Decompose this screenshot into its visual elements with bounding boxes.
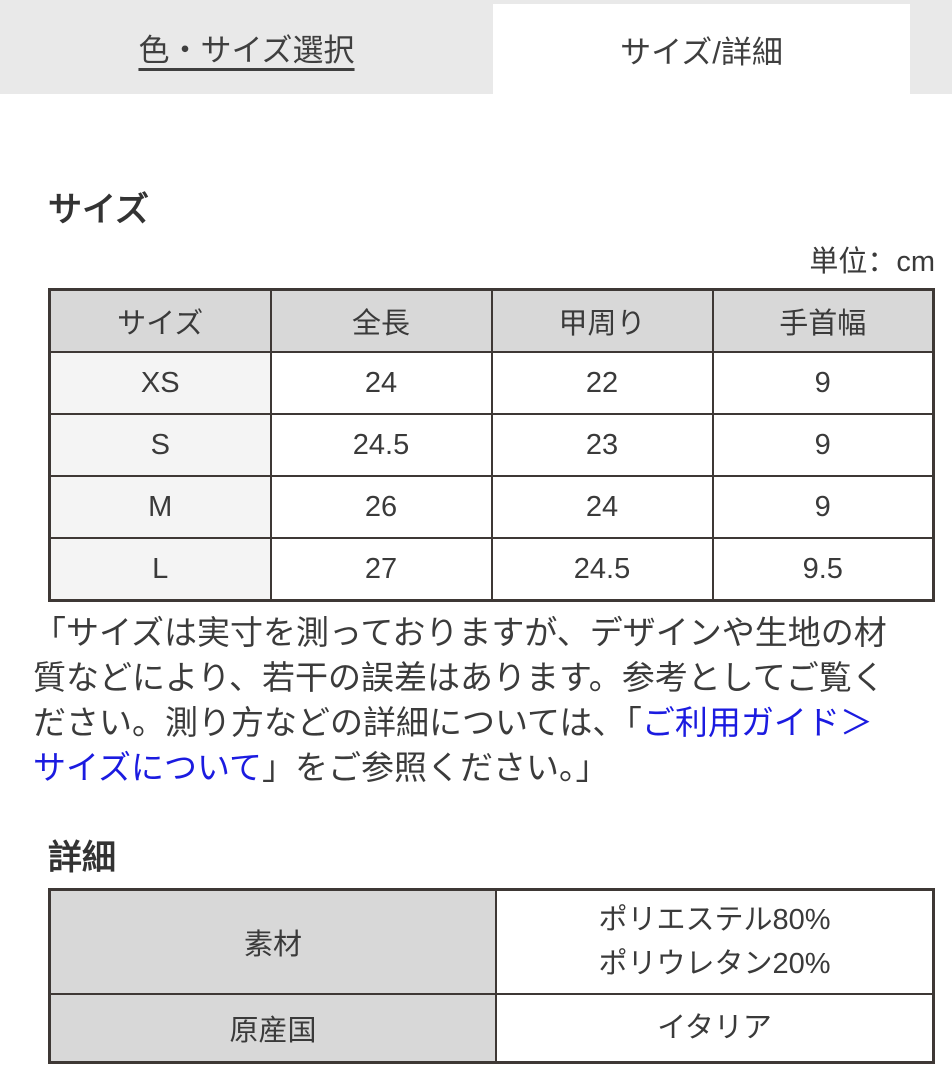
- origin-label-cell: 原産国: [48, 993, 497, 1064]
- size-cell: 24: [269, 351, 493, 415]
- size-note: 「サイズは実寸を測っておりますが、デザインや生地の材 質などにより、若干の誤差は…: [33, 610, 935, 790]
- size-cell: 23: [490, 413, 714, 477]
- tab-color-size-label[interactable]: 色・サイズ選択: [138, 32, 355, 68]
- column-header-length: 全長: [269, 288, 493, 353]
- size-cell: 9.5: [711, 537, 935, 602]
- row-header-s: S: [48, 413, 272, 477]
- note-line: ださい。測り方などの詳細については、「ご利用ガイド＞: [33, 700, 935, 745]
- material-value-cell: ポリエステル80% ポリウレタン20%: [495, 888, 935, 995]
- detail-row-material: 素材 ポリエステル80% ポリウレタン20%: [48, 888, 935, 995]
- size-cell: 26: [269, 475, 493, 539]
- tab-bar: 色・サイズ選択 サイズ/詳細: [0, 0, 952, 94]
- row-header-l: L: [48, 537, 272, 602]
- size-cell: 9: [711, 351, 935, 415]
- size-cell: 24.5: [269, 413, 493, 477]
- material-value-line1: ポリエステル80%: [598, 904, 831, 936]
- usage-guide-link[interactable]: ご利用ガイド＞: [641, 704, 873, 741]
- size-row-xs: XS 24 22 9: [48, 351, 935, 415]
- size-row-l: L 27 24.5 9.5: [48, 537, 935, 602]
- size-row-s: S 24.5 23 9: [48, 413, 935, 477]
- tab-size-detail[interactable]: サイズ/詳細: [493, 4, 910, 94]
- note-line: サイズについて」をご参照ください。」: [33, 745, 935, 790]
- unit-label: 単位：cm: [809, 246, 935, 278]
- detail-table: 素材 ポリエステル80% ポリウレタン20% 原産国 イタリア: [48, 888, 935, 1064]
- note-line: 質などにより、若干の誤差はあります。参考としてご覧く: [33, 655, 935, 700]
- origin-value-cell: イタリア: [495, 993, 935, 1064]
- note-text: 質などにより、若干の誤差はあります。参考としてご覧く: [33, 659, 885, 696]
- size-cell: 9: [711, 413, 935, 477]
- material-value-line2: ポリウレタン20%: [598, 948, 831, 980]
- size-table-header-row: サイズ 全長 甲周り 手首幅: [48, 288, 935, 353]
- size-cell: 9: [711, 475, 935, 539]
- size-cell: 22: [490, 351, 714, 415]
- column-header-wrist: 手首幅: [711, 288, 935, 353]
- size-detail-panel: サイズ 単位：cm サイズ 全長 甲周り 手首幅 XS 24 22 9 S 24…: [0, 190, 952, 1064]
- size-table: サイズ 全長 甲周り 手首幅 XS 24 22 9 S 24.5 23 9 M …: [48, 288, 935, 602]
- row-header-m: M: [48, 475, 272, 539]
- detail-row-origin: 原産国 イタリア: [48, 993, 935, 1064]
- material-label-cell: 素材: [48, 888, 497, 995]
- tab-color-size-select[interactable]: 色・サイズ選択: [0, 0, 493, 94]
- note-text: 「サイズは実寸を測っておりますが、デザインや生地の材: [33, 614, 887, 651]
- note-line: 「サイズは実寸を測っておりますが、デザインや生地の材: [33, 610, 935, 655]
- note-text: 」をご参照ください。」: [262, 749, 609, 786]
- size-row-m: M 26 24 9: [48, 475, 935, 539]
- detail-section-heading: 詳細: [48, 839, 116, 877]
- size-section-heading: サイズ: [48, 191, 149, 229]
- note-text: ださい。測り方などの詳細については、「: [33, 704, 642, 741]
- size-cell: 27: [269, 537, 493, 602]
- size-cell: 24.5: [490, 537, 714, 602]
- column-header-size: サイズ: [48, 288, 272, 353]
- usage-guide-link[interactable]: サイズについて: [33, 749, 263, 786]
- tab-size-detail-label: サイズ/詳細: [620, 34, 783, 70]
- size-cell: 24: [490, 475, 714, 539]
- column-header-girth: 甲周り: [490, 288, 714, 353]
- row-header-xs: XS: [48, 351, 272, 415]
- tab-bar-filler: [910, 0, 952, 94]
